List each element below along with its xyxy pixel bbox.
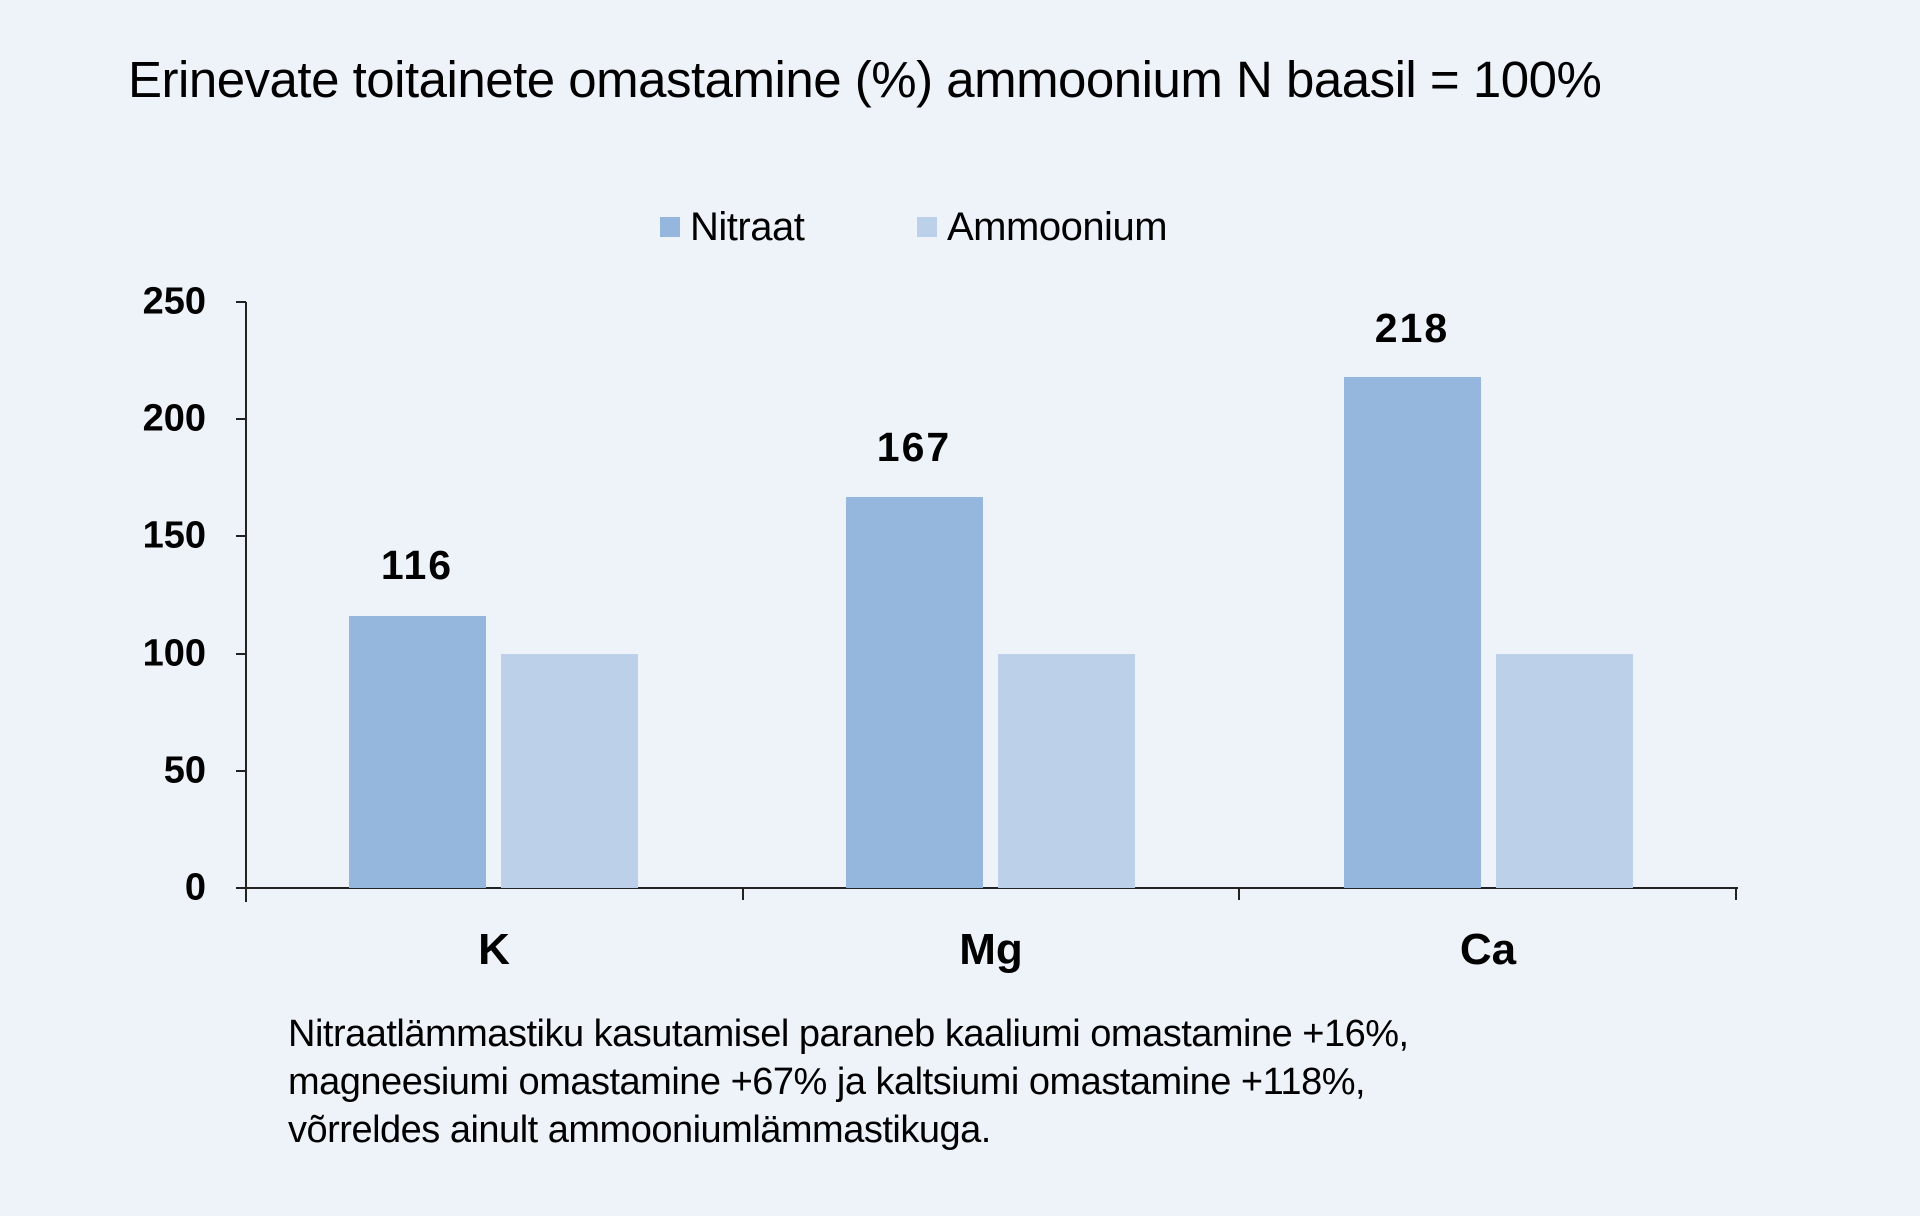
y-tick (236, 653, 246, 655)
chart-title: Erinevate toitainete omastamine (%) ammo… (128, 51, 1602, 108)
chart-note: Nitraatlämmastiku kasutamisel paraneb ka… (288, 1010, 1409, 1154)
bar-ammoonium-k (501, 654, 638, 888)
y-tick (236, 418, 246, 420)
y-tick-label: 250 (142, 280, 206, 323)
y-tick-label: 100 (142, 632, 206, 675)
x-tick (245, 887, 247, 900)
y-tick (236, 887, 246, 889)
legend: Nitraat Ammoonium (0, 200, 1920, 260)
bar-nitraat-mg (846, 497, 983, 888)
legend-swatch-ammoonium (917, 217, 937, 237)
bar-ammoonium-mg (998, 654, 1135, 888)
y-tick (236, 301, 246, 303)
note-line: Nitraatlämmastiku kasutamisel paraneb ka… (288, 1013, 1409, 1055)
data-label-ca: 218 (1374, 305, 1450, 351)
legend-item-ammoonium: Ammoonium (917, 200, 1168, 254)
y-tick-label: 150 (142, 514, 206, 557)
legend-label-nitraat: Nitraat (690, 204, 805, 249)
legend-swatch-nitraat (660, 217, 680, 237)
x-axis (236, 887, 1738, 889)
y-tick-label: 0 (184, 866, 206, 909)
note-line: magneesiumi omastamine +67% ja kaltsiumi… (288, 1061, 1366, 1103)
x-tick (1238, 887, 1240, 900)
legend-item-nitraat: Nitraat (660, 200, 805, 254)
y-tick (236, 770, 246, 772)
category-label-ca: Ca (1459, 925, 1517, 974)
note-line: võrreldes ainult ammooniumlämmastikuga. (288, 1109, 991, 1151)
legend-label-ammoonium: Ammoonium (947, 204, 1168, 249)
data-label-k: 116 (380, 542, 454, 588)
bar-nitraat-k (349, 616, 486, 888)
y-tick (236, 535, 246, 537)
bar-ammoonium-ca (1496, 654, 1633, 888)
x-tick (1735, 887, 1737, 900)
category-label-mg: Mg (959, 925, 1023, 974)
bar-nitraat-ca (1344, 377, 1481, 888)
x-tick (742, 887, 744, 900)
y-tick-label: 200 (142, 397, 206, 440)
data-label-mg: 167 (876, 424, 952, 470)
y-tick-label: 50 (163, 749, 206, 792)
y-axis (245, 302, 247, 902)
category-label-k: K (478, 925, 510, 974)
